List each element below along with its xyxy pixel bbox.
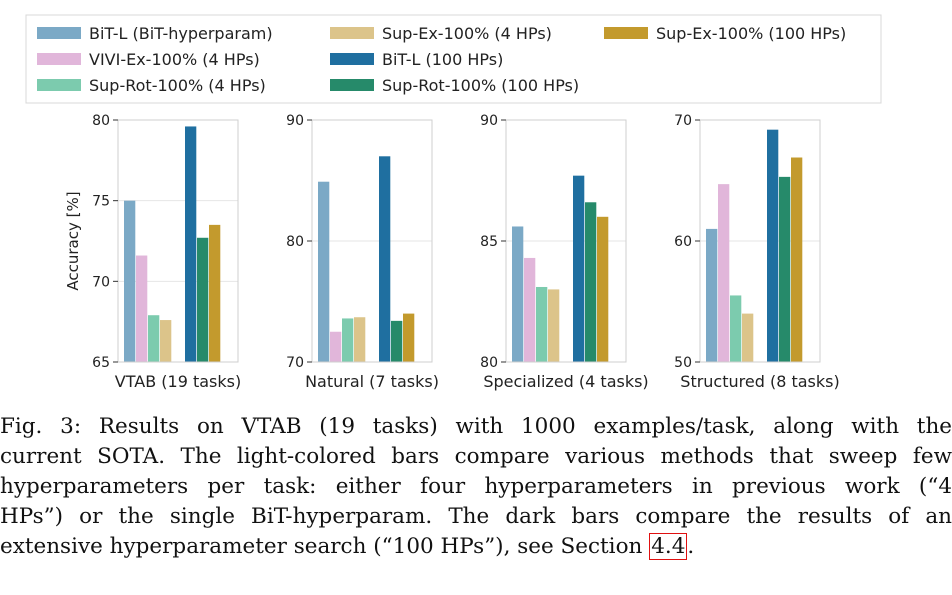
bar <box>779 176 791 362</box>
bar <box>330 331 342 362</box>
y-tick-label: 75 <box>92 194 110 210</box>
y-tick-label: 60 <box>674 234 692 250</box>
caption-prefix: Fig. 3: <box>0 414 99 439</box>
y-tick-label: 80 <box>480 355 498 371</box>
bar <box>318 181 330 362</box>
legend-label: VIVI-Ex-100% (4 HPs) <box>89 50 260 69</box>
bar <box>573 175 585 362</box>
chart-panel: 65 70 75 80 VTAB (19 tasks) <box>92 113 241 391</box>
caption-line: hyperparameters per task: either four hy… <box>0 474 952 499</box>
y-tick-label: 70 <box>674 113 692 129</box>
bar <box>585 202 597 362</box>
bar <box>148 315 160 362</box>
y-tick-label: 70 <box>92 274 110 290</box>
legend-swatch <box>330 53 374 65</box>
bar-chart: BiT-L (BiT-hyperparam) VIVI-Ex-100% (4 HP… <box>25 14 882 391</box>
legend-swatch <box>604 27 648 39</box>
x-axis-label: Specialized (4 tasks) <box>483 372 648 391</box>
y-tick-label: 80 <box>92 113 110 129</box>
caption-line: HPs”) or the single BiT-hyperparam. The … <box>0 504 952 529</box>
bar <box>197 237 209 362</box>
x-axis-label: VTAB (19 tasks) <box>115 372 241 391</box>
bar <box>354 317 366 362</box>
figure-caption: Fig. 3: Results on VTAB (19 tasks) with … <box>0 412 952 562</box>
bar <box>597 216 609 362</box>
caption-line: Fig. 3: Results on VTAB (19 tasks) with … <box>0 414 952 439</box>
y-tick-label: 90 <box>480 113 498 129</box>
bar <box>718 184 730 362</box>
bar <box>342 318 354 362</box>
bar <box>185 126 197 362</box>
bar <box>730 295 742 362</box>
caption-line: extensive hyperparameter search (“100 HP… <box>0 533 695 560</box>
y-tick-label: 85 <box>480 234 498 250</box>
legend-swatch <box>37 53 81 65</box>
bar <box>403 313 415 362</box>
bar <box>524 257 536 362</box>
y-tick-label: 80 <box>286 234 304 250</box>
bar <box>379 156 391 362</box>
legend-swatch <box>330 27 374 39</box>
bar <box>791 157 803 362</box>
bar <box>160 320 172 362</box>
legend-label: BiT-L (100 HPs) <box>382 50 503 69</box>
bar <box>209 224 221 362</box>
chart-panels: 65 70 75 80 VTAB (19 tasks) 70 80 90 Natural (7 … <box>92 113 840 391</box>
legend-swatch <box>37 79 81 91</box>
chart-panel: 50 60 70 Structured (8 tasks) <box>674 113 840 391</box>
y-tick-label: 90 <box>286 113 304 129</box>
legend-swatch <box>37 27 81 39</box>
caption-line: current SOTA. The light-colored bars com… <box>0 444 952 469</box>
y-tick-label: 65 <box>92 355 110 371</box>
legend-label: Sup-Rot-100% (100 HPs) <box>382 76 579 95</box>
x-axis-label: Natural (7 tasks) <box>305 372 439 391</box>
bar <box>124 200 136 362</box>
legend-label: Sup-Rot-100% (4 HPs) <box>89 76 266 95</box>
bar <box>742 313 754 362</box>
legend-label: Sup-Ex-100% (100 HPs) <box>656 24 846 43</box>
legend-frame <box>25 14 882 104</box>
legend-label: Sup-Ex-100% (4 HPs) <box>382 24 552 43</box>
bar <box>512 226 524 362</box>
chart-panel: 80 85 90 Specialized (4 tasks) <box>480 113 649 391</box>
bar <box>391 320 403 362</box>
section-reference-link[interactable]: 4.4 <box>649 533 688 560</box>
x-axis-label: Structured (8 tasks) <box>680 372 839 391</box>
panel-frame <box>117 119 239 363</box>
y-tick-label: 50 <box>674 355 692 371</box>
bar <box>548 289 560 362</box>
legend-swatch <box>330 79 374 91</box>
legend-label: BiT-L (BiT-hyperparam) <box>89 24 273 43</box>
chart-panel: 70 80 90 Natural (7 tasks) <box>286 113 439 391</box>
bar <box>536 286 548 362</box>
bar <box>706 228 718 362</box>
bar <box>767 129 779 362</box>
bar <box>136 255 148 362</box>
y-axis-label: Accuracy [%] <box>64 191 82 290</box>
legend: BiT-L (BiT-hyperparam) VIVI-Ex-100% (4 HP… <box>25 14 882 104</box>
y-tick-label: 70 <box>286 355 304 371</box>
